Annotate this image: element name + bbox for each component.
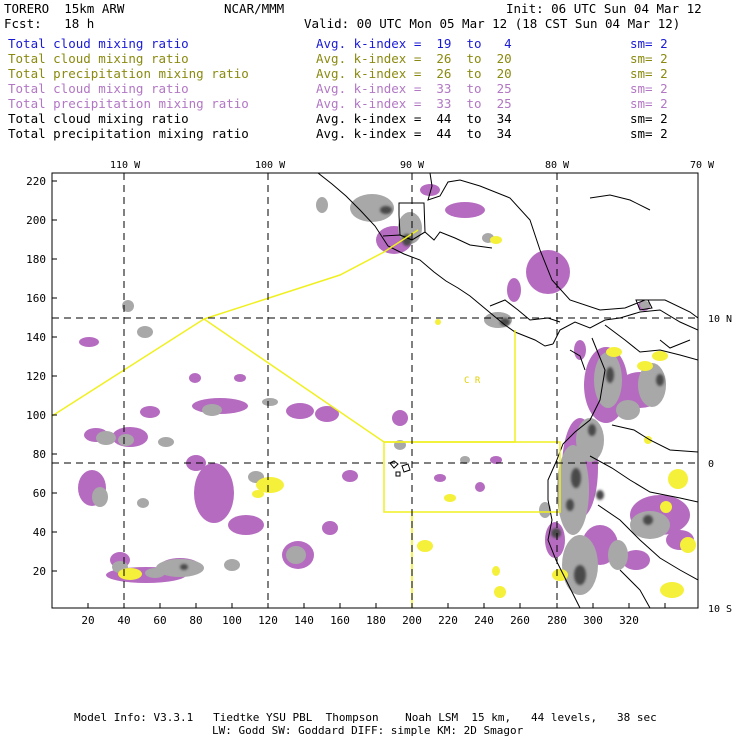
x-tick-label: 140 (294, 614, 314, 627)
x-tick-label: 260 (510, 614, 530, 627)
lat-label: 10 N (708, 314, 732, 325)
legend-kindex: Avg. k-index = 44 to 34 (316, 126, 512, 141)
legend-kindex: Avg. k-index = 26 to 20 (316, 66, 512, 81)
org-label: NCAR/MMM (224, 1, 285, 16)
init-label: Init: 06 UTC Sun 04 Mar 12 (506, 1, 702, 16)
x-tick-label: 80 (189, 614, 202, 627)
lat-label: 0 (708, 459, 714, 470)
legend-kindex: Avg. k-index = 33 to 25 (316, 81, 512, 96)
x-tick-label: 40 (117, 614, 130, 627)
x-tick-label: 200 (402, 614, 422, 627)
map-plot-area: C R (52, 173, 698, 608)
legend-field: Total cloud mixing ratio (8, 111, 189, 126)
valid-label: Valid: 00 UTC Mon 05 Mar 12 (18 CST Sun … (304, 16, 681, 31)
axis-ticks (52, 180, 666, 608)
legend-sm: sm= 2 (630, 96, 668, 111)
legend-sm: sm= 2 (630, 66, 668, 81)
y-tick-label: 60 (33, 487, 46, 500)
x-tick-label: 120 (258, 614, 278, 627)
y-tick-label: 40 (33, 526, 46, 539)
y-tick-label: 20 (33, 565, 46, 578)
legend-sm: sm= 2 (630, 111, 668, 126)
y-tick-label: 180 (26, 253, 46, 266)
legend-kindex: Avg. k-index = 19 to 4 (316, 36, 512, 51)
lon-label: 80 W (545, 160, 570, 171)
x-tick-label: 20 (81, 614, 94, 627)
forecast-map: 110 W 100 W 90 W 80 W 70 W (26, 160, 732, 627)
y-tick-label: 160 (26, 292, 46, 305)
lat-lon-grid (52, 173, 698, 608)
lon-label: 110 W (110, 160, 141, 171)
region-label: C R (464, 376, 481, 386)
legend-sm: sm= 2 (630, 126, 668, 141)
legend-field: Total precipitation mixing ratio (8, 126, 249, 141)
model-label: TORERO 15km ARW (4, 1, 125, 16)
y-tick-label: 220 (26, 175, 46, 188)
y-tick-label: 100 (26, 409, 46, 422)
legend-field: Total precipitation mixing ratio (8, 66, 249, 81)
lon-label: 70 W (690, 160, 715, 171)
y-tick-label: 140 (26, 331, 46, 344)
legend-kindex: Avg. k-index = 26 to 20 (316, 51, 512, 66)
x-tick-label: 300 (583, 614, 603, 627)
model-info: Model Info: V3.3.1 Tiedtke YSU PBL Thomp… (74, 711, 657, 724)
x-tick-label: 100 (222, 614, 242, 627)
lon-label: 100 W (255, 160, 286, 171)
fcst-label: Fcst: 18 h (4, 16, 95, 31)
legend-field: Total cloud mixing ratio (8, 36, 189, 51)
y-tick-label: 200 (26, 214, 46, 227)
lat-label: 10 S (708, 604, 732, 615)
x-tick-label: 320 (619, 614, 639, 627)
legend-sm: sm= 2 (630, 51, 668, 66)
legend-kindex: Avg. k-index = 33 to 25 (316, 96, 512, 111)
legend-field: Total cloud mixing ratio (8, 51, 189, 66)
x-tick-label: 280 (547, 614, 567, 627)
x-tick-label: 240 (474, 614, 494, 627)
legend-field: Total precipitation mixing ratio (8, 96, 249, 111)
legend-field: Total cloud mixing ratio (8, 81, 189, 96)
x-tick-label: 160 (330, 614, 350, 627)
y-tick-label: 80 (33, 448, 46, 461)
legend-kindex: Avg. k-index = 44 to 34 (316, 111, 512, 126)
lon-label: 90 W (400, 160, 425, 171)
y-tick-label: 120 (26, 370, 46, 383)
map-frame (51, 172, 699, 609)
x-tick-label: 180 (366, 614, 386, 627)
x-tick-label: 60 (153, 614, 166, 627)
legend-sm: sm= 2 (630, 36, 668, 51)
legend-sm: sm= 2 (630, 81, 668, 96)
x-tick-label: 220 (438, 614, 458, 627)
model-physics: LW: Godd SW: Goddard DIFF: simple KM: 2D… (212, 724, 524, 737)
